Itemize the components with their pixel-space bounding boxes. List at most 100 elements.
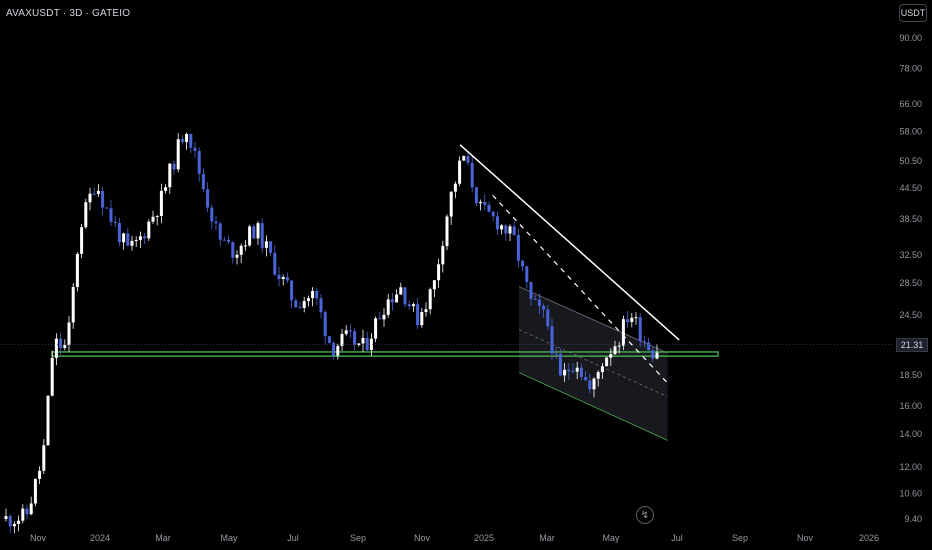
candle-body [571, 371, 575, 373]
candle-body [80, 227, 84, 254]
candle-body [59, 338, 63, 348]
candle-body [92, 193, 96, 195]
candle-body [138, 236, 142, 241]
candle-body [617, 345, 621, 347]
candle-body [327, 336, 331, 343]
candle-body [554, 353, 558, 355]
y-tick-label: 24.50 [899, 310, 922, 320]
candle-body [500, 225, 504, 230]
y-tick-label: 9.40 [904, 514, 922, 524]
x-tick-label: Jul [287, 533, 299, 543]
candle-body [558, 353, 562, 376]
candle-body [285, 277, 289, 281]
candle-body [445, 216, 449, 246]
candle-body [25, 508, 29, 515]
candle-body [273, 252, 277, 275]
candle-body [122, 233, 126, 243]
y-tick-label: 50.50 [899, 156, 922, 166]
candle-body [470, 162, 474, 188]
y-tick-label: 12.00 [899, 462, 922, 472]
candle-body [113, 221, 117, 223]
candle-body [214, 221, 218, 224]
candle-body [348, 330, 352, 332]
candle-body [596, 372, 600, 379]
x-tick-label: Mar [155, 533, 171, 543]
candle-body [542, 305, 546, 310]
candle-body [155, 215, 159, 217]
candle-body [290, 280, 294, 301]
symbol-title: AVAXUSDT · 3D · GATEIO [6, 8, 131, 19]
x-tick-label: Sep [732, 533, 748, 543]
candle-body [197, 150, 201, 174]
descending-channel [518, 286, 668, 441]
channel-fill [519, 286, 668, 441]
candle-body [437, 264, 441, 281]
candle-body [306, 298, 310, 302]
candle-body [369, 338, 373, 351]
candle-body [584, 376, 588, 381]
candle-body [449, 191, 453, 217]
candle-body [235, 254, 239, 258]
candle-body [298, 307, 302, 309]
candle-body [12, 523, 16, 527]
dashed-trendline [492, 194, 669, 384]
candle-body [243, 245, 247, 247]
candle-body [67, 322, 71, 346]
candle-body [332, 342, 336, 356]
candle-body [185, 134, 189, 142]
candle-body [88, 193, 92, 203]
last-price-badge: 21.31 [896, 338, 928, 352]
candle-body [521, 260, 525, 267]
y-tick-label: 28.50 [899, 278, 922, 288]
candle-body [361, 337, 365, 344]
candle-body [143, 236, 147, 239]
candle-body [126, 233, 130, 246]
time-axis: Nov 2024 Mar May Jul Sep Nov 2025 Mar May Jul Sep No… [30, 533, 879, 543]
candle-body [17, 520, 21, 524]
candle-body [395, 294, 399, 303]
candle-body [424, 309, 428, 313]
candle-body [462, 156, 466, 161]
x-tick-label: Nov [30, 533, 47, 543]
candle-body [46, 395, 50, 446]
candle-body [109, 208, 113, 222]
candle-body [176, 139, 180, 170]
x-tick-label: May [602, 533, 620, 543]
candle-body [575, 367, 579, 372]
candle-body [403, 287, 407, 305]
candle-body [630, 317, 634, 323]
candle-body [21, 508, 25, 521]
candle-body [218, 223, 222, 240]
candle-body [550, 326, 554, 354]
candle-body [353, 331, 357, 345]
candle-body [260, 223, 264, 248]
candle-body [453, 183, 457, 192]
candle-body [638, 317, 642, 342]
x-tick-label: Sep [350, 533, 366, 543]
candle-body [579, 367, 583, 377]
candle-body [50, 357, 54, 396]
candle-body [483, 201, 487, 205]
candle-body [75, 253, 79, 288]
candle-body [432, 280, 436, 290]
lightning-icon[interactable]: ↯ [636, 506, 654, 524]
x-tick-label: Mar [539, 533, 555, 543]
y-tick-label: 32.50 [899, 250, 922, 260]
candle-body [466, 156, 470, 163]
candle-body [311, 290, 315, 299]
x-tick-label: 2025 [474, 533, 494, 543]
y-tick-label: 90.00 [899, 33, 922, 43]
candle-body [151, 216, 155, 222]
candle-body [525, 266, 529, 283]
x-tick-label: 2024 [90, 533, 110, 543]
y-tick-label: 18.50 [899, 370, 922, 380]
y-tick-label: 38.50 [899, 214, 922, 224]
candle-body [54, 338, 58, 358]
channel-upper-line [518, 286, 668, 354]
candle-body [529, 282, 533, 299]
candle-body [634, 317, 638, 319]
trendlines [459, 144, 680, 384]
currency-button[interactable]: USDT [899, 4, 927, 22]
candle-body [147, 221, 151, 239]
